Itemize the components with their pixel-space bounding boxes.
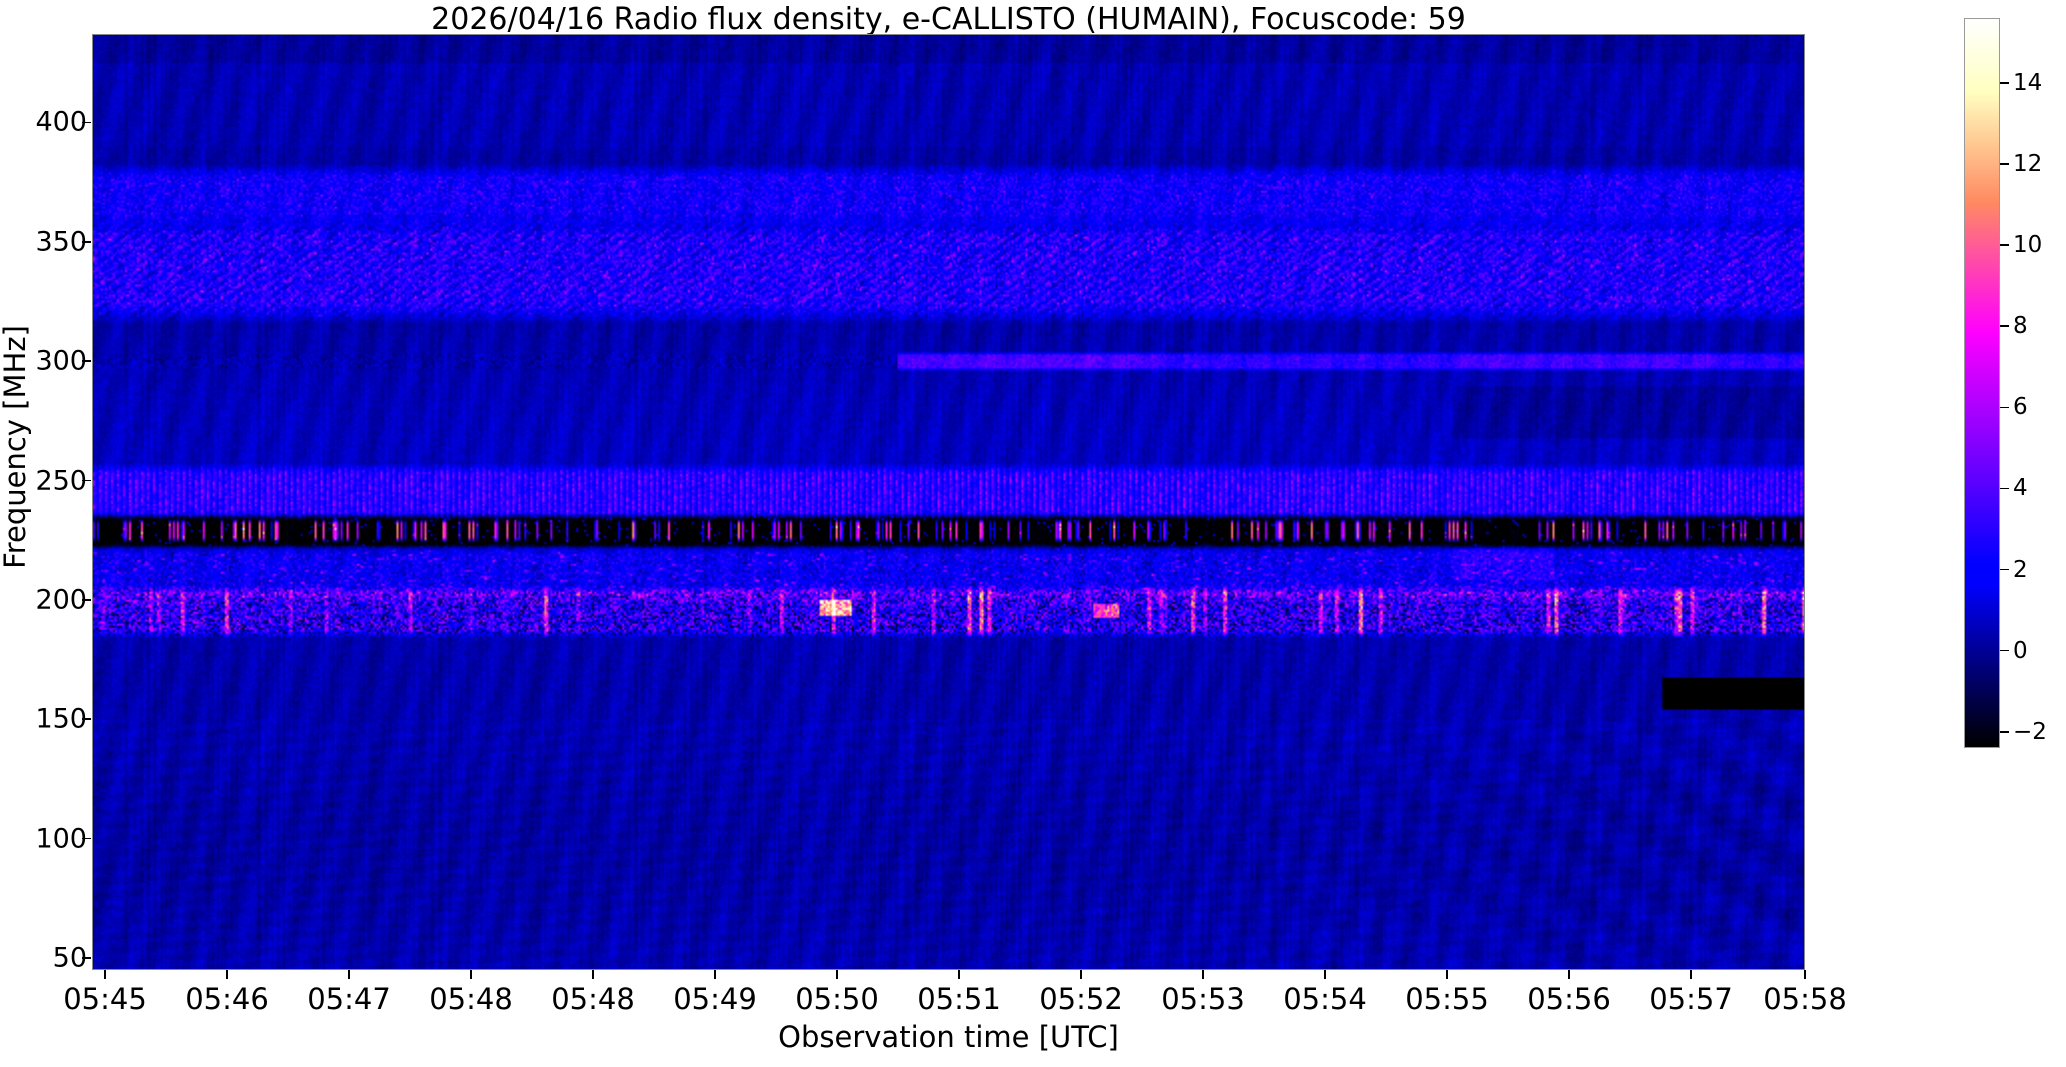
x-tick-mark (1324, 970, 1326, 979)
y-tick-mark (82, 479, 91, 482)
colorbar-tick-mark (2000, 82, 2009, 84)
x-tick-label: 05:56 (1527, 982, 1611, 1016)
x-tick-mark (836, 970, 838, 979)
x-tick-mark (714, 970, 716, 979)
x-tick-mark (1080, 970, 1082, 979)
x-tick-label: 05:53 (1161, 982, 1245, 1016)
x-axis-label: Observation time [UTC] (778, 1020, 1119, 1054)
x-tick-label: 05:50 (795, 982, 879, 1016)
y-tick-label: 50 (52, 942, 87, 974)
colorbar-tick-label: 0 (2013, 637, 2028, 664)
y-tick-mark (82, 718, 91, 721)
colorbar-tick-mark (2000, 325, 2009, 328)
colorbar-tick-mark (2000, 568, 2009, 571)
colorbar-tick-mark (2000, 487, 2009, 490)
colorbar-tick-mark (2000, 163, 2009, 165)
y-tick-label: 350 (35, 226, 87, 258)
y-axis-label: Frequency [MHz] (0, 325, 32, 569)
x-tick-mark (1202, 970, 1204, 979)
colorbar-tick-label: −2 (2013, 718, 2047, 745)
x-tick-label: 05:49 (673, 982, 757, 1016)
x-tick-label: 05:51 (917, 982, 1001, 1016)
x-tick-mark (1804, 970, 1806, 979)
x-tick-mark (1446, 970, 1448, 979)
x-tick-mark (1568, 970, 1570, 979)
y-tick-mark (82, 837, 91, 840)
x-tick-label: 05:48 (429, 982, 513, 1016)
x-tick-label: 05:48 (551, 982, 635, 1016)
colorbar-tick-mark (2000, 730, 2009, 733)
page-title: 2026/04/16 Radio flux density, e-CALLIST… (431, 2, 1466, 37)
y-tick-label: 300 (35, 345, 87, 377)
colorbar-tick-mark (2000, 244, 2009, 246)
colorbar-tick-label: 4 (2013, 475, 2028, 502)
colorbar-gradient (1965, 19, 1999, 747)
colorbar-tick-mark (2000, 649, 2009, 652)
x-tick-label: 05:54 (1283, 982, 1367, 1016)
y-tick-label: 100 (35, 823, 87, 855)
x-tick-label: 05:52 (1039, 982, 1123, 1016)
colorbar-tick-label: 8 (2013, 313, 2028, 340)
y-tick-mark (82, 121, 91, 124)
x-tick-mark (348, 970, 350, 979)
y-tick-label: 200 (35, 584, 87, 616)
y-tick-mark (82, 240, 91, 243)
x-tick-mark (104, 970, 106, 979)
x-tick-mark (470, 970, 472, 979)
colorbar-tick-mark (2000, 406, 2009, 409)
x-tick-mark (1690, 970, 1692, 979)
colorbar[interactable] (1964, 18, 2000, 748)
y-tick-label: 250 (35, 465, 87, 496)
x-tick-label: 05:45 (63, 982, 147, 1016)
colorbar-tick-label: 10 (2013, 232, 2043, 259)
spectrogram-plot-area[interactable] (92, 34, 1805, 970)
y-tick-mark (82, 957, 91, 959)
x-tick-mark (226, 970, 228, 979)
y-tick-label: 150 (35, 703, 87, 735)
x-tick-label: 05:55 (1405, 982, 1489, 1016)
spectrogram-image (93, 35, 1804, 969)
colorbar-tick-label: 14 (2013, 69, 2043, 96)
x-tick-label: 05:47 (307, 982, 391, 1016)
x-tick-label: 05:58 (1763, 982, 1847, 1016)
x-tick-mark (958, 970, 960, 979)
colorbar-tick-label: 12 (2013, 151, 2043, 177)
y-tick-mark (82, 360, 91, 362)
x-tick-label: 05:57 (1649, 982, 1733, 1016)
colorbar-tick-label: 2 (2013, 556, 2028, 583)
x-tick-mark (592, 970, 594, 979)
colorbar-tick-label: 6 (2013, 394, 2028, 421)
x-tick-label: 05:46 (185, 982, 269, 1016)
y-tick-label: 400 (35, 106, 87, 138)
y-tick-mark (82, 599, 91, 601)
